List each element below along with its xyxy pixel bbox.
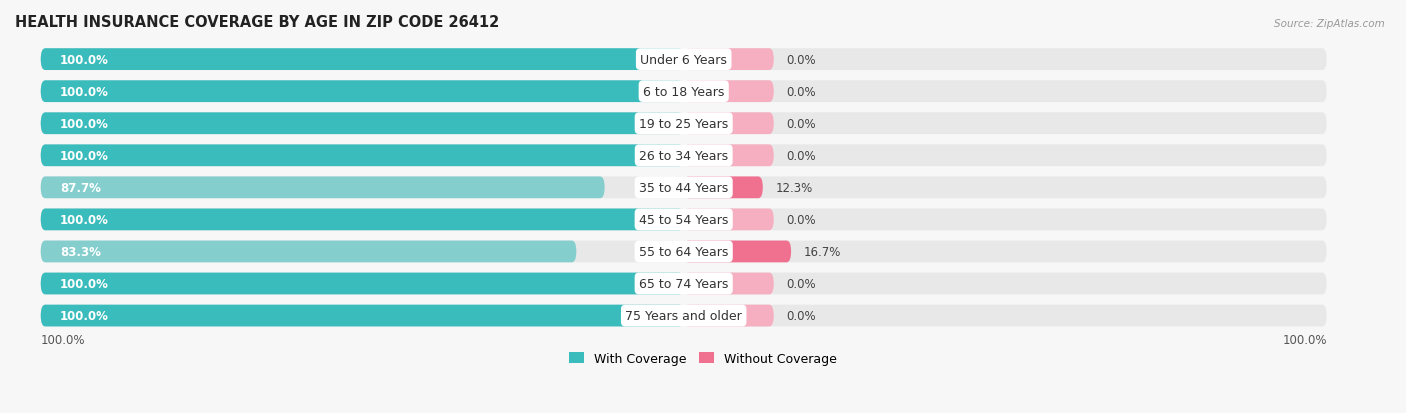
Text: 16.7%: 16.7% bbox=[804, 245, 841, 258]
Text: 0.0%: 0.0% bbox=[786, 309, 817, 322]
Legend: With Coverage, Without Coverage: With Coverage, Without Coverage bbox=[564, 347, 842, 370]
FancyBboxPatch shape bbox=[41, 241, 1327, 263]
FancyBboxPatch shape bbox=[683, 209, 773, 231]
FancyBboxPatch shape bbox=[41, 209, 683, 231]
Text: 19 to 25 Years: 19 to 25 Years bbox=[640, 117, 728, 131]
FancyBboxPatch shape bbox=[683, 81, 773, 103]
FancyBboxPatch shape bbox=[683, 241, 792, 263]
Text: 0.0%: 0.0% bbox=[786, 117, 817, 131]
Text: 12.3%: 12.3% bbox=[776, 181, 813, 195]
Text: 100.0%: 100.0% bbox=[60, 214, 108, 226]
Text: Under 6 Years: Under 6 Years bbox=[640, 54, 727, 66]
FancyBboxPatch shape bbox=[683, 273, 773, 295]
FancyBboxPatch shape bbox=[683, 145, 773, 167]
Text: 75 Years and older: 75 Years and older bbox=[626, 309, 742, 322]
Text: 26 to 34 Years: 26 to 34 Years bbox=[640, 150, 728, 162]
Text: 0.0%: 0.0% bbox=[786, 85, 817, 98]
Text: 100.0%: 100.0% bbox=[60, 150, 108, 162]
Text: 0.0%: 0.0% bbox=[786, 54, 817, 66]
Text: 100.0%: 100.0% bbox=[60, 277, 108, 290]
FancyBboxPatch shape bbox=[41, 145, 1327, 167]
Text: 0.0%: 0.0% bbox=[786, 150, 817, 162]
FancyBboxPatch shape bbox=[41, 305, 1327, 327]
Text: 35 to 44 Years: 35 to 44 Years bbox=[640, 181, 728, 195]
Text: 100.0%: 100.0% bbox=[60, 309, 108, 322]
FancyBboxPatch shape bbox=[41, 305, 683, 327]
Text: 100.0%: 100.0% bbox=[60, 117, 108, 131]
Text: 100.0%: 100.0% bbox=[60, 85, 108, 98]
FancyBboxPatch shape bbox=[41, 113, 683, 135]
Text: HEALTH INSURANCE COVERAGE BY AGE IN ZIP CODE 26412: HEALTH INSURANCE COVERAGE BY AGE IN ZIP … bbox=[15, 15, 499, 30]
FancyBboxPatch shape bbox=[683, 113, 773, 135]
FancyBboxPatch shape bbox=[683, 305, 773, 327]
FancyBboxPatch shape bbox=[41, 273, 683, 295]
Text: 100.0%: 100.0% bbox=[60, 54, 108, 66]
FancyBboxPatch shape bbox=[41, 49, 683, 71]
Text: 0.0%: 0.0% bbox=[786, 214, 817, 226]
Text: 45 to 54 Years: 45 to 54 Years bbox=[638, 214, 728, 226]
FancyBboxPatch shape bbox=[41, 177, 1327, 199]
Text: 83.3%: 83.3% bbox=[60, 245, 101, 258]
FancyBboxPatch shape bbox=[41, 81, 683, 103]
FancyBboxPatch shape bbox=[41, 81, 1327, 103]
FancyBboxPatch shape bbox=[41, 113, 1327, 135]
Text: Source: ZipAtlas.com: Source: ZipAtlas.com bbox=[1274, 19, 1385, 28]
Text: 6 to 18 Years: 6 to 18 Years bbox=[643, 85, 724, 98]
FancyBboxPatch shape bbox=[41, 241, 576, 263]
Text: 65 to 74 Years: 65 to 74 Years bbox=[638, 277, 728, 290]
Text: 100.0%: 100.0% bbox=[41, 333, 86, 347]
Text: 55 to 64 Years: 55 to 64 Years bbox=[638, 245, 728, 258]
FancyBboxPatch shape bbox=[683, 177, 763, 199]
FancyBboxPatch shape bbox=[41, 209, 1327, 231]
Text: 100.0%: 100.0% bbox=[1282, 333, 1327, 347]
FancyBboxPatch shape bbox=[41, 49, 1327, 71]
FancyBboxPatch shape bbox=[41, 177, 605, 199]
Text: 0.0%: 0.0% bbox=[786, 277, 817, 290]
FancyBboxPatch shape bbox=[41, 273, 1327, 295]
FancyBboxPatch shape bbox=[41, 145, 683, 167]
FancyBboxPatch shape bbox=[683, 49, 773, 71]
Text: 87.7%: 87.7% bbox=[60, 181, 101, 195]
